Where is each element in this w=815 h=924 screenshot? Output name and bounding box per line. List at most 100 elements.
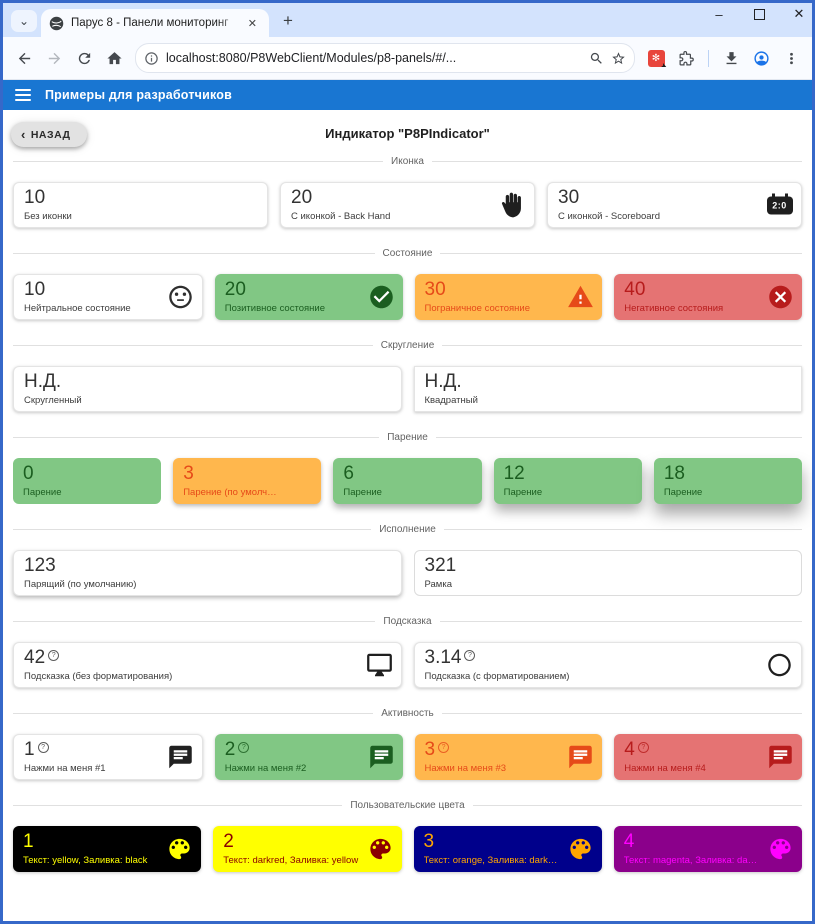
indicator-label: Подсказка (с форматированием) xyxy=(424,670,570,682)
indicator-value: 20 xyxy=(291,187,313,209)
back-button[interactable]: ‹ НАЗАД xyxy=(11,122,87,147)
back-button-label: НАЗАД xyxy=(30,128,71,141)
indicator-label: Без иконки xyxy=(24,210,72,222)
indicator-card: 12 Парение xyxy=(493,458,642,504)
indicator-value: 40 xyxy=(624,279,646,301)
indicator-value: 2 xyxy=(224,739,236,761)
indicator-value: 3 xyxy=(424,739,436,761)
forward-icon[interactable] xyxy=(41,45,67,71)
indicator-label: Парение xyxy=(663,486,703,498)
indicator-card: 18 Парение xyxy=(653,458,803,504)
extensions-puzzle-icon[interactable] xyxy=(673,45,699,71)
section-title: Пользовательские цвета xyxy=(350,800,465,811)
cancel-icon xyxy=(767,284,794,311)
indicator-card: 30 Пограничное состояние xyxy=(414,274,603,320)
chat-icon xyxy=(368,744,395,771)
scoreboard-text: 2:0 xyxy=(766,193,793,214)
indicator-label: Парение xyxy=(23,486,62,498)
circle-outline-icon xyxy=(766,652,793,679)
zoom-icon[interactable] xyxy=(589,51,604,66)
indicator-card: Н.Д. Скругленный xyxy=(13,366,402,412)
indicator-value: 321 xyxy=(424,555,457,577)
help-icon: ? xyxy=(464,650,476,662)
tab-favicon-globe-icon xyxy=(49,16,64,31)
close-icon[interactable]: ✕ xyxy=(793,6,805,21)
indicator-value: 4 xyxy=(623,831,635,853)
help-icon: ? xyxy=(238,742,250,754)
page-header: ‹ НАЗАД Индикатор "P8PIndicator" xyxy=(11,122,804,150)
indicator-card[interactable]: 2? Нажми на меня #2 xyxy=(214,734,403,780)
indicator-label: Парение xyxy=(503,486,543,498)
app-bar: Примеры для разработчиков xyxy=(3,80,812,110)
back-icon[interactable] xyxy=(11,45,37,71)
indicator-label: Парение (по умолчанию) xyxy=(183,486,294,498)
indicator-value: 10 xyxy=(24,187,46,209)
indicator-label: Скругленный xyxy=(24,394,82,406)
help-icon: ? xyxy=(48,650,60,662)
indicator-value: 3.14 xyxy=(424,647,462,669)
indicator-value: 2 xyxy=(223,831,234,853)
indicator-label: С иконкой - Back Hand xyxy=(291,210,391,222)
section-title: Активность xyxy=(381,708,434,719)
reload-icon[interactable] xyxy=(71,45,97,71)
indicator-card: Н.Д. Квадратный xyxy=(413,366,802,412)
chat-icon xyxy=(167,744,194,771)
indicator-card: 1 Текст: yellow, Заливка: black xyxy=(13,826,202,872)
hamburger-menu-icon[interactable] xyxy=(15,89,31,101)
tab-strip: ⌄ Парус 8 - Панели мониторинг ✕ + – ✕ xyxy=(3,3,812,37)
indicator-label: Парение xyxy=(343,486,382,498)
card-row: 1? Нажми на меня #1 2? Нажми на меня #2 3? На… xyxy=(13,734,802,780)
section-title: Парение xyxy=(387,432,428,443)
chevron-left-icon: ‹ xyxy=(21,127,26,142)
downloads-icon[interactable] xyxy=(718,45,744,71)
section-title: Подсказка xyxy=(383,616,432,627)
indicator-value: 42 xyxy=(24,647,46,669)
indicator-value: 6 xyxy=(343,463,354,485)
help-icon: ? xyxy=(637,742,649,754)
indicator-label: С иконкой - Scoreboard xyxy=(558,210,661,222)
tab-close-icon[interactable]: ✕ xyxy=(247,17,257,30)
indicator-card: 10 Нейтральное состояние xyxy=(13,274,203,320)
help-icon: ? xyxy=(438,742,450,754)
indicator-card[interactable]: 4? Нажми на меня #4 xyxy=(614,734,802,780)
section-title: Скругление xyxy=(380,340,435,351)
address-bar[interactable]: localhost:8080/P8WebClient/Modules/p8-pa… xyxy=(135,43,635,73)
section-divider: Активность xyxy=(13,708,802,719)
indicator-card[interactable]: 3? Нажми на меня #3 xyxy=(414,734,603,780)
adblock-extension-icon[interactable]: ✻ xyxy=(643,45,669,71)
indicator-card[interactable]: 1? Нажми на меня #1 xyxy=(13,734,203,780)
site-info-icon[interactable] xyxy=(144,51,159,66)
indicator-value: 18 xyxy=(663,463,685,485)
palette-icon xyxy=(166,836,193,863)
new-tab-button[interactable]: + xyxy=(283,11,293,30)
section-divider: Парение xyxy=(13,432,802,443)
indicator-card: 3.14? Подсказка (с форматированием) xyxy=(413,642,802,688)
bookmark-star-icon[interactable] xyxy=(611,51,626,66)
indicator-value: 3 xyxy=(183,463,194,485)
maximize-icon[interactable] xyxy=(752,7,766,21)
indicator-value: 20 xyxy=(224,279,246,301)
palette-icon xyxy=(567,836,594,863)
indicator-label: Квадратный xyxy=(424,394,478,406)
minimize-icon[interactable]: – xyxy=(715,6,723,22)
indicator-value: 123 xyxy=(24,555,56,577)
indicator-card: 20 Позитивное состояние xyxy=(214,274,403,320)
browser-tab[interactable]: Парус 8 - Панели мониторинг ✕ xyxy=(41,9,269,37)
home-icon[interactable] xyxy=(101,45,127,71)
indicator-label: Рамка xyxy=(424,578,452,590)
section-divider: Состояние xyxy=(13,248,802,259)
toolbar-separator xyxy=(708,49,709,67)
tab-search-button[interactable]: ⌄ xyxy=(11,10,37,32)
url-text[interactable]: localhost:8080/P8WebClient/Modules/p8-pa… xyxy=(166,51,457,65)
profile-icon[interactable] xyxy=(748,45,774,71)
card-row: 123 Парящий (по умолчанию) 321 Рамка xyxy=(13,550,802,596)
indicator-card: 0 Парение xyxy=(13,458,162,504)
menu-kebab-icon[interactable] xyxy=(778,45,804,71)
indicator-card: 30 С иконкой - Scoreboard 2:0 xyxy=(547,182,802,228)
section-title: Состояние xyxy=(382,248,433,259)
section-divider: Пользовательские цвета xyxy=(13,800,802,811)
card-row: 10 Нейтральное состояние 20 Позитивное сост… xyxy=(13,274,802,320)
indicator-card: 40 Негативное состояния xyxy=(614,274,802,320)
section-divider: Скругление xyxy=(13,340,802,351)
